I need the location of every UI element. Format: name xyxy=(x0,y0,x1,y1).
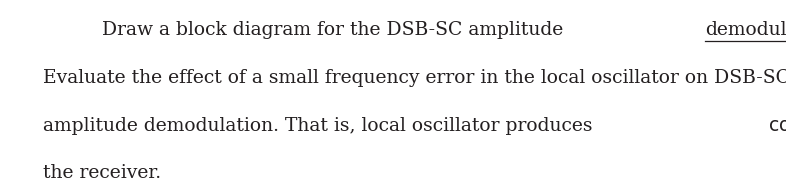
Text: $\mathrm{cos}\!\left[2\pi(f_c\!+\!\Delta\!f)t\right]$: $\mathrm{cos}\!\left[2\pi(f_c\!+\!\Delta… xyxy=(768,114,786,136)
Text: Evaluate the effect of a small frequency error in the local oscillator on DSB-SC: Evaluate the effect of a small frequency… xyxy=(43,69,786,87)
Text: demodulation: demodulation xyxy=(705,21,786,39)
Text: Draw a block diagram for the DSB-SC amplitude: Draw a block diagram for the DSB-SC ampl… xyxy=(102,21,569,39)
Text: amplitude demodulation. That is, local oscillator produces: amplitude demodulation. That is, local o… xyxy=(43,117,604,135)
Text: the receiver.: the receiver. xyxy=(43,163,161,182)
